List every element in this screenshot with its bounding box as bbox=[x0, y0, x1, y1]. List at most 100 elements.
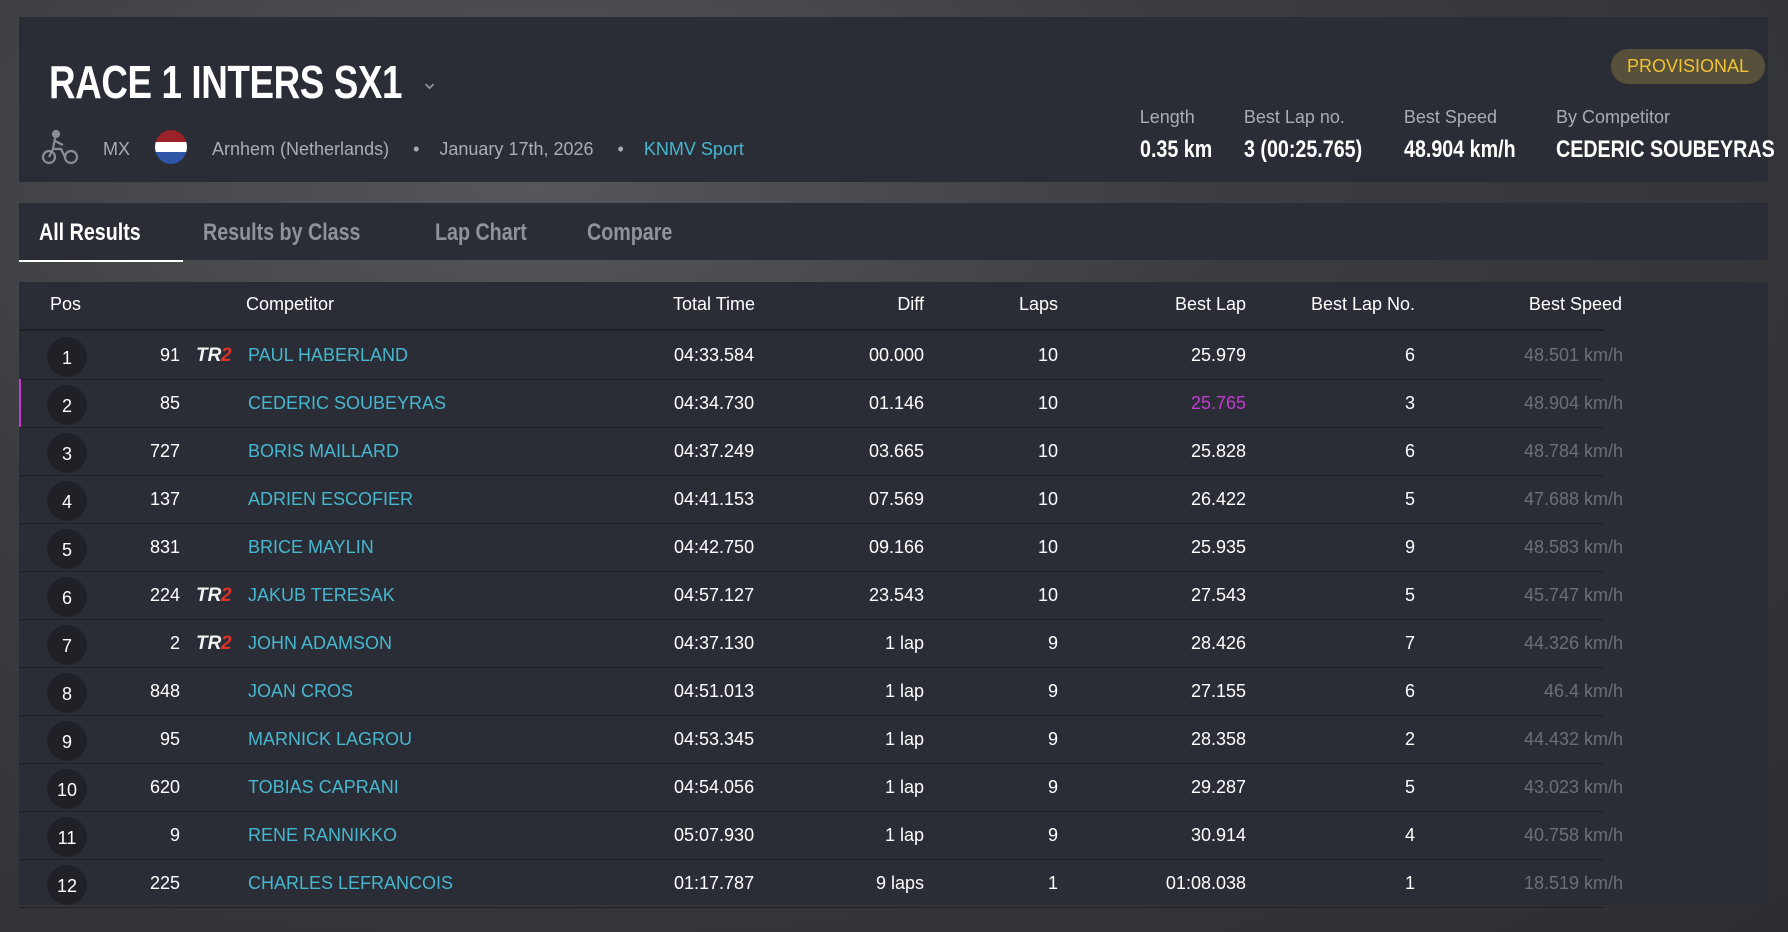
total-time: 04:33.584 bbox=[674, 345, 755, 365]
position-badge: 4 bbox=[47, 481, 87, 521]
laps: 9 bbox=[1047, 825, 1058, 845]
best-lap-indicator bbox=[19, 379, 21, 427]
col-best-lap[interactable]: Best Lap bbox=[1174, 294, 1246, 314]
position-badge: 12 bbox=[47, 865, 87, 905]
table-row[interactable]: 5 831 BRICE MAYLIN 04:42.750 09.166 10 25.935 9… bbox=[19, 523, 1623, 572]
position-badge: 7 bbox=[47, 625, 87, 665]
best-lap: 29.287 bbox=[1190, 777, 1246, 797]
location: Arnhem (Netherlands) bbox=[212, 139, 390, 159]
diff: 23.543 bbox=[868, 585, 924, 605]
diff: 07.569 bbox=[868, 489, 924, 509]
best-lap-no: 2 bbox=[1404, 729, 1415, 749]
stat-label: Best Lap no. bbox=[1243, 107, 1345, 127]
best-lap-no: 5 bbox=[1404, 777, 1415, 797]
best-lap: 25.765 bbox=[1190, 393, 1246, 413]
race-stats: Length 0.35 km Best Lap no. 3 (00:25.765) … bbox=[1140, 107, 1775, 164]
best-lap: 28.426 bbox=[1190, 633, 1246, 653]
competitor-name-link[interactable]: JOHN ADAMSON bbox=[248, 633, 393, 653]
race-number: 2 bbox=[169, 633, 180, 653]
table-row[interactable]: 12 225 CHARLES LEFRANCOIS 01:17.787 9 laps 1 0… bbox=[19, 859, 1623, 908]
table-row[interactable]: 10 620 TOBIAS CAPRANI 04:54.056 1 lap 9 29.287… bbox=[19, 763, 1623, 812]
col-laps[interactable]: Laps bbox=[1018, 294, 1058, 314]
svg-text:TR: TR bbox=[196, 345, 222, 365]
competitor-name-link[interactable]: CHARLES LEFRANCOIS bbox=[248, 873, 454, 893]
best-speed: 46.4 km/h bbox=[1543, 681, 1623, 701]
table-row[interactable]: 9 95 MARNICK LAGROU 04:53.345 1 lap 9 28.358 2 4… bbox=[19, 715, 1623, 764]
competitor-name-link[interactable]: BORIS MAILLARD bbox=[248, 441, 400, 461]
table-row[interactable]: 6 224 TR 2 JAKUB TERESAK 04:57.127 23.543 10 27.… bbox=[19, 571, 1623, 620]
best-lap: 30.914 bbox=[1190, 825, 1246, 845]
tab-lap-chart[interactable]: Lap Chart bbox=[415, 203, 567, 260]
best-speed: 48.501 km/h bbox=[1523, 345, 1623, 365]
competitor-name-link[interactable]: RENE RANNIKKO bbox=[248, 825, 398, 845]
col-total-time[interactable]: Total Time bbox=[673, 294, 756, 314]
best-speed: 18.519 km/h bbox=[1523, 873, 1623, 893]
tab-all-results[interactable]: All Results bbox=[19, 203, 184, 262]
best-lap-no: 6 bbox=[1404, 345, 1415, 365]
race-number: 620 bbox=[149, 777, 180, 797]
total-time: 04:54.056 bbox=[674, 777, 755, 797]
position-badge: 11 bbox=[47, 817, 87, 857]
total-time: 01:17.787 bbox=[674, 873, 755, 893]
separator-dot: • bbox=[413, 139, 420, 159]
competitor-name-link[interactable]: ADRIEN ESCOFIER bbox=[248, 489, 414, 509]
total-time: 05:07.930 bbox=[674, 825, 755, 845]
table-row[interactable]: 11 9 RENE RANNIKKO 05:07.930 1 lap 9 30.914 4 40… bbox=[19, 811, 1623, 860]
competitor-name-link[interactable]: JOAN CROS bbox=[248, 681, 354, 701]
results-table: Pos Competitor Total Time Diff Laps Best… bbox=[19, 282, 1768, 908]
diff: 09.166 bbox=[868, 537, 924, 557]
best-speed: 43.023 km/h bbox=[1523, 777, 1623, 797]
diff: 1 lap bbox=[884, 825, 924, 845]
race-number: 831 bbox=[149, 537, 180, 557]
tr2-logo-icon: TR 2 bbox=[195, 343, 237, 366]
stat-label: By Competitor bbox=[1556, 107, 1671, 127]
table-row[interactable]: 8 848 JOAN CROS 04:51.013 1 lap 9 27.155 6 46.4 … bbox=[19, 667, 1623, 716]
best-lap-no: 4 bbox=[1404, 825, 1415, 845]
organizer-link[interactable]: KNMV Sport bbox=[643, 139, 744, 159]
col-diff[interactable]: Diff bbox=[897, 294, 924, 314]
competitor-name-link[interactable]: JAKUB TERESAK bbox=[248, 585, 395, 605]
laps: 10 bbox=[1037, 585, 1058, 605]
tab-results-by-class[interactable]: Results by Class bbox=[183, 203, 415, 260]
diff: 03.665 bbox=[868, 441, 924, 461]
motorbike-icon bbox=[41, 129, 79, 170]
table-row[interactable]: 7 2 TR 2 JOHN ADAMSON 04:37.130 1 lap 9 28.426 7 4… bbox=[19, 619, 1623, 668]
tab-compare[interactable]: Compare bbox=[567, 203, 711, 260]
diff: 01.146 bbox=[868, 393, 924, 413]
competitor-name-link[interactable]: CEDERIC SOUBEYRAS bbox=[248, 393, 447, 413]
laps: 10 bbox=[1037, 441, 1058, 461]
competitor-name-link[interactable]: PAUL HABERLAND bbox=[248, 345, 409, 365]
best-speed: 48.583 km/h bbox=[1523, 537, 1623, 557]
competitor-name-link[interactable]: TOBIAS CAPRANI bbox=[248, 777, 399, 797]
chevron-down-icon[interactable]: ⌄ bbox=[420, 69, 439, 94]
col-pos[interactable]: Pos bbox=[50, 294, 82, 314]
col-competitor[interactable]: Competitor bbox=[246, 294, 335, 314]
best-speed: 47.688 km/h bbox=[1523, 489, 1623, 509]
diff: 1 lap bbox=[884, 729, 924, 749]
competitor-name-link[interactable]: BRICE MAYLIN bbox=[248, 537, 374, 557]
best-lap: 27.155 bbox=[1190, 681, 1246, 701]
svg-text:2: 2 bbox=[220, 345, 232, 365]
col-best-lap-no[interactable]: Best Lap No. bbox=[1310, 294, 1415, 314]
table-row[interactable]: 4 137 ADRIEN ESCOFIER 04:41.153 07.569 10 26.4… bbox=[19, 475, 1623, 524]
svg-text:2: 2 bbox=[220, 585, 232, 605]
col-best-speed[interactable]: Best Speed bbox=[1528, 294, 1622, 314]
race-number: 848 bbox=[149, 681, 180, 701]
stat-length: Length 0.35 km bbox=[1140, 107, 1228, 164]
race-number: 85 bbox=[159, 393, 180, 413]
discipline: MX bbox=[103, 139, 130, 159]
table-row[interactable]: 1 91 TR 2 PAUL HABERLAND 04:33.584 00.000 10 25.… bbox=[19, 331, 1623, 380]
total-time: 04:53.345 bbox=[674, 729, 755, 749]
competitor-name-link[interactable]: MARNICK LAGROU bbox=[248, 729, 413, 749]
position-badge: 5 bbox=[47, 529, 87, 569]
table-row[interactable]: 3 727 BORIS MAILLARD 04:37.249 03.665 10 25.82… bbox=[19, 427, 1623, 476]
total-time: 04:41.153 bbox=[674, 489, 755, 509]
laps: 9 bbox=[1047, 729, 1058, 749]
race-number: 727 bbox=[149, 441, 180, 461]
table-row[interactable]: 2 85 CEDERIC SOUBEYRAS 04:34.730 01.146 10 25.… bbox=[19, 379, 1623, 428]
results-tabs: All Results Results by Class Lap Chart C… bbox=[19, 203, 1768, 262]
event-date: January 17th, 2026 bbox=[439, 139, 594, 159]
svg-text:TR: TR bbox=[196, 585, 222, 605]
best-lap: 26.422 bbox=[1190, 489, 1246, 509]
best-lap-no: 9 bbox=[1404, 537, 1415, 557]
